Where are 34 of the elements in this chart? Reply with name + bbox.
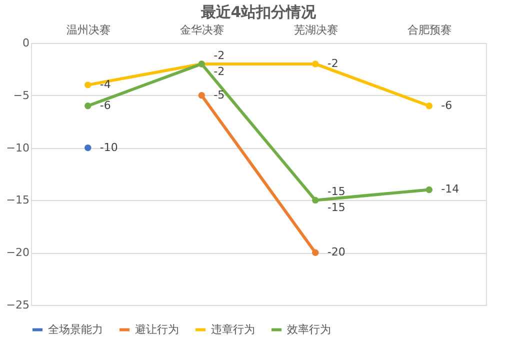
y-tick-label: −5: [13, 88, 30, 102]
x-tick-label: 金华决赛: [180, 24, 224, 36]
point: [84, 82, 92, 88]
data-label: -6: [100, 98, 111, 112]
point: [312, 60, 319, 68]
x-tick-label: 芜湖决赛: [294, 24, 338, 36]
point: [198, 92, 205, 99]
point: [426, 102, 432, 110]
y-tick-label: −15: [6, 194, 30, 207]
point: [312, 249, 319, 256]
data-label: -2: [327, 56, 338, 70]
data-label: -2: [214, 64, 225, 78]
data-label: -15: [327, 201, 346, 214]
data-label: -6: [441, 98, 452, 112]
point: [312, 196, 319, 204]
y-tick-label: 0: [22, 36, 30, 50]
legend-label: 避让行为: [135, 322, 179, 336]
x-tick-label: 合肥预赛: [408, 24, 452, 36]
data-label: -14: [441, 182, 460, 196]
data-label: -10: [100, 140, 118, 154]
x-tick-label: 温州决赛: [66, 24, 110, 36]
legend-label: 效率行为: [287, 322, 331, 336]
chart-title: 最近4站扣分情况: [200, 3, 318, 21]
y-tick-label: −10: [6, 141, 30, 154]
data-label: -20: [327, 246, 346, 259]
legend-label: 全场景能力: [48, 322, 103, 336]
y-tick-label: −20: [6, 246, 30, 260]
legend-label: 违章行为: [211, 322, 255, 336]
y-tick-label: −25: [6, 298, 30, 312]
point: [426, 186, 432, 194]
data-label: -5: [214, 88, 225, 102]
annotation: -15: [327, 185, 346, 198]
data-label: -2: [214, 48, 225, 62]
point: [84, 102, 92, 110]
